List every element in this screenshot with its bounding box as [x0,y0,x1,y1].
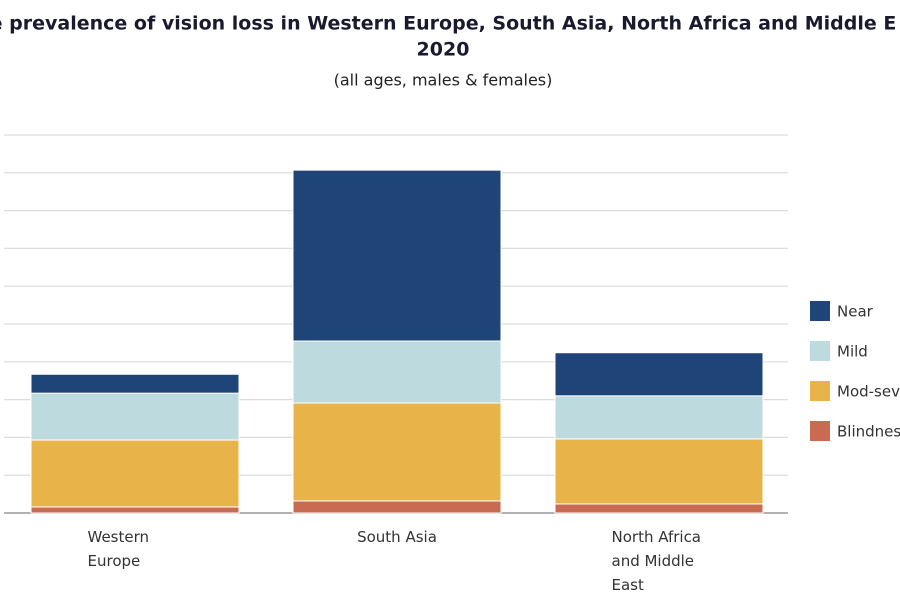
legend-swatch [810,301,830,321]
chart-title: e prevalence of vision loss in Western E… [0,13,896,35]
bar-segment [554,503,764,514]
x-tick-label: North Africa and Middle East [611,528,702,594]
legend-label: Mild [837,343,868,361]
bar-segment [554,438,764,505]
bar-segment [30,439,240,508]
bar-segment [30,392,240,441]
chart-subtitle: (all ages, males & females) [334,71,553,90]
legend-label: Blindnes [837,423,900,441]
bar-segment [292,169,502,342]
legend-label: Near [837,303,874,321]
bar-segment [554,352,764,397]
bar-segment [554,395,764,440]
chart-title-line: 2020 [417,39,470,61]
bar-segment [30,373,240,394]
bar-segment [30,506,240,514]
bar-segment [292,500,502,514]
legend-swatch [810,421,830,441]
legend-label: Mod-sev [837,383,900,401]
legend-swatch [810,381,830,401]
bar-segment [292,340,502,404]
bar-segment [292,402,502,502]
x-tick-label: South Asia [357,528,437,546]
legend-swatch [810,341,830,361]
x-tick-label: Western Europe [87,528,150,570]
